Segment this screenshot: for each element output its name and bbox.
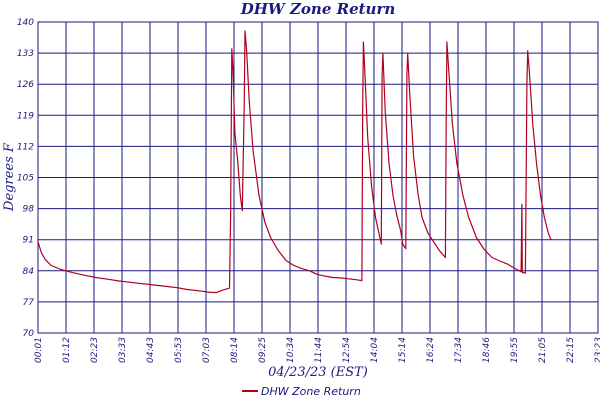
x-tick-label: 15:14	[398, 337, 408, 363]
y-tick-label: 77	[23, 298, 35, 308]
x-tick-label: 04:43	[146, 337, 156, 363]
x-tick-label: 21:05	[538, 337, 548, 363]
x-tick-label: 23:23	[594, 337, 600, 363]
x-tick-label: 16:24	[426, 337, 436, 363]
y-tick-label: 140	[17, 18, 34, 28]
x-tick-label: 07:03	[202, 337, 212, 363]
x-tick-label: 08:14	[230, 337, 240, 363]
y-axis-ticks: 70 77 84 91 98 105 112 119 126 133 140	[17, 18, 34, 339]
x-tick-label: 09:25	[258, 337, 268, 363]
y-tick-label: 84	[23, 267, 35, 277]
x-axis-label: 04/23/23 (EST)	[268, 365, 368, 380]
legend-label-dhw-zone-return: DHW Zone Return	[261, 385, 361, 398]
x-tick-label: 05:53	[174, 337, 184, 363]
series-line-dhw-zone-return	[37, 30, 552, 294]
chart-legend: DHW Zone Return	[242, 385, 361, 398]
y-tick-label: 133	[17, 49, 34, 59]
x-tick-label: 01:12	[62, 337, 72, 363]
y-tick-label: 126	[17, 80, 34, 90]
y-tick-label: 91	[23, 236, 34, 246]
series-layer	[37, 30, 552, 294]
plot-grid	[37, 21, 599, 334]
y-tick-label: 70	[23, 329, 35, 339]
x-axis-ticks: 00:01 01:12 02:23 03:33 04:43 05:53 07:03 08:14…	[34, 337, 600, 363]
x-tick-label: 18:46	[482, 337, 492, 363]
y-tick-label: 112	[17, 142, 34, 152]
x-tick-label: 14:04	[370, 337, 380, 363]
x-tick-label: 00:01	[34, 337, 44, 363]
x-tick-label: 12:54	[342, 337, 352, 363]
y-tick-label: 105	[17, 174, 34, 184]
x-tick-label: 10:34	[286, 337, 296, 363]
x-tick-label: 19:55	[510, 337, 520, 363]
x-tick-label: 22:15	[566, 337, 576, 363]
x-tick-label: 17:34	[454, 337, 464, 363]
y-tick-label: 98	[23, 205, 35, 215]
y-tick-label: 119	[17, 111, 34, 121]
x-tick-label: 02:23	[90, 337, 100, 363]
chart-title: DHW Zone Return	[240, 0, 396, 18]
y-axis-label: Degrees F	[2, 142, 17, 212]
x-tick-label: 11:44	[314, 337, 324, 363]
x-tick-label: 03:33	[118, 337, 128, 363]
